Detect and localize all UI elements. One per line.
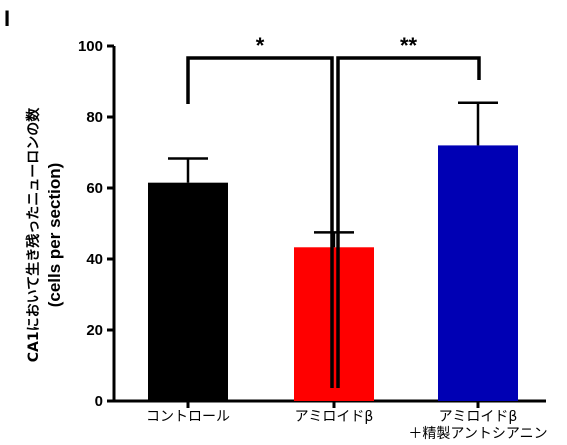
y-axis-label: CA1において生き残ったニューロンの数: [25, 107, 42, 362]
y-tick-label-80: 80: [86, 109, 103, 126]
panel-label: I: [4, 6, 10, 31]
bar-2: [294, 247, 374, 401]
significance-bracket-1: [186, 56, 334, 388]
y-tick-label-0: 0: [95, 393, 103, 410]
y-axis-title: CA1において生き残ったニューロンの数 (cells per section): [25, 107, 64, 362]
significance-label-2: **: [400, 33, 418, 58]
y-tick-label-60: 60: [86, 180, 103, 197]
y-tick-label-40: 40: [86, 251, 103, 268]
category-label-3: アミロイドβ ＋精製アントシアニン: [408, 409, 547, 442]
bars: [148, 145, 518, 401]
x-category-labels: コントロール アミロイドβ アミロイドβ ＋精製アントシアニン: [146, 409, 548, 442]
significance-bracket-2: [336, 56, 481, 388]
bar-1: [148, 182, 228, 401]
y-axis-sublabel: (cells per section): [45, 163, 64, 308]
y-tick-label-20: 20: [86, 322, 103, 339]
bar-3: [438, 145, 518, 401]
significance-brackets: * **: [186, 33, 481, 388]
significance-label-1: *: [256, 33, 265, 58]
category-label-2: アミロイドβ: [295, 409, 374, 425]
category-label-1: コントロール: [146, 409, 230, 425]
y-tick-label-100: 100: [78, 38, 103, 55]
error-bars: [168, 101, 498, 248]
y-tick-labels: 0 20 40 60 80 100: [78, 38, 103, 410]
